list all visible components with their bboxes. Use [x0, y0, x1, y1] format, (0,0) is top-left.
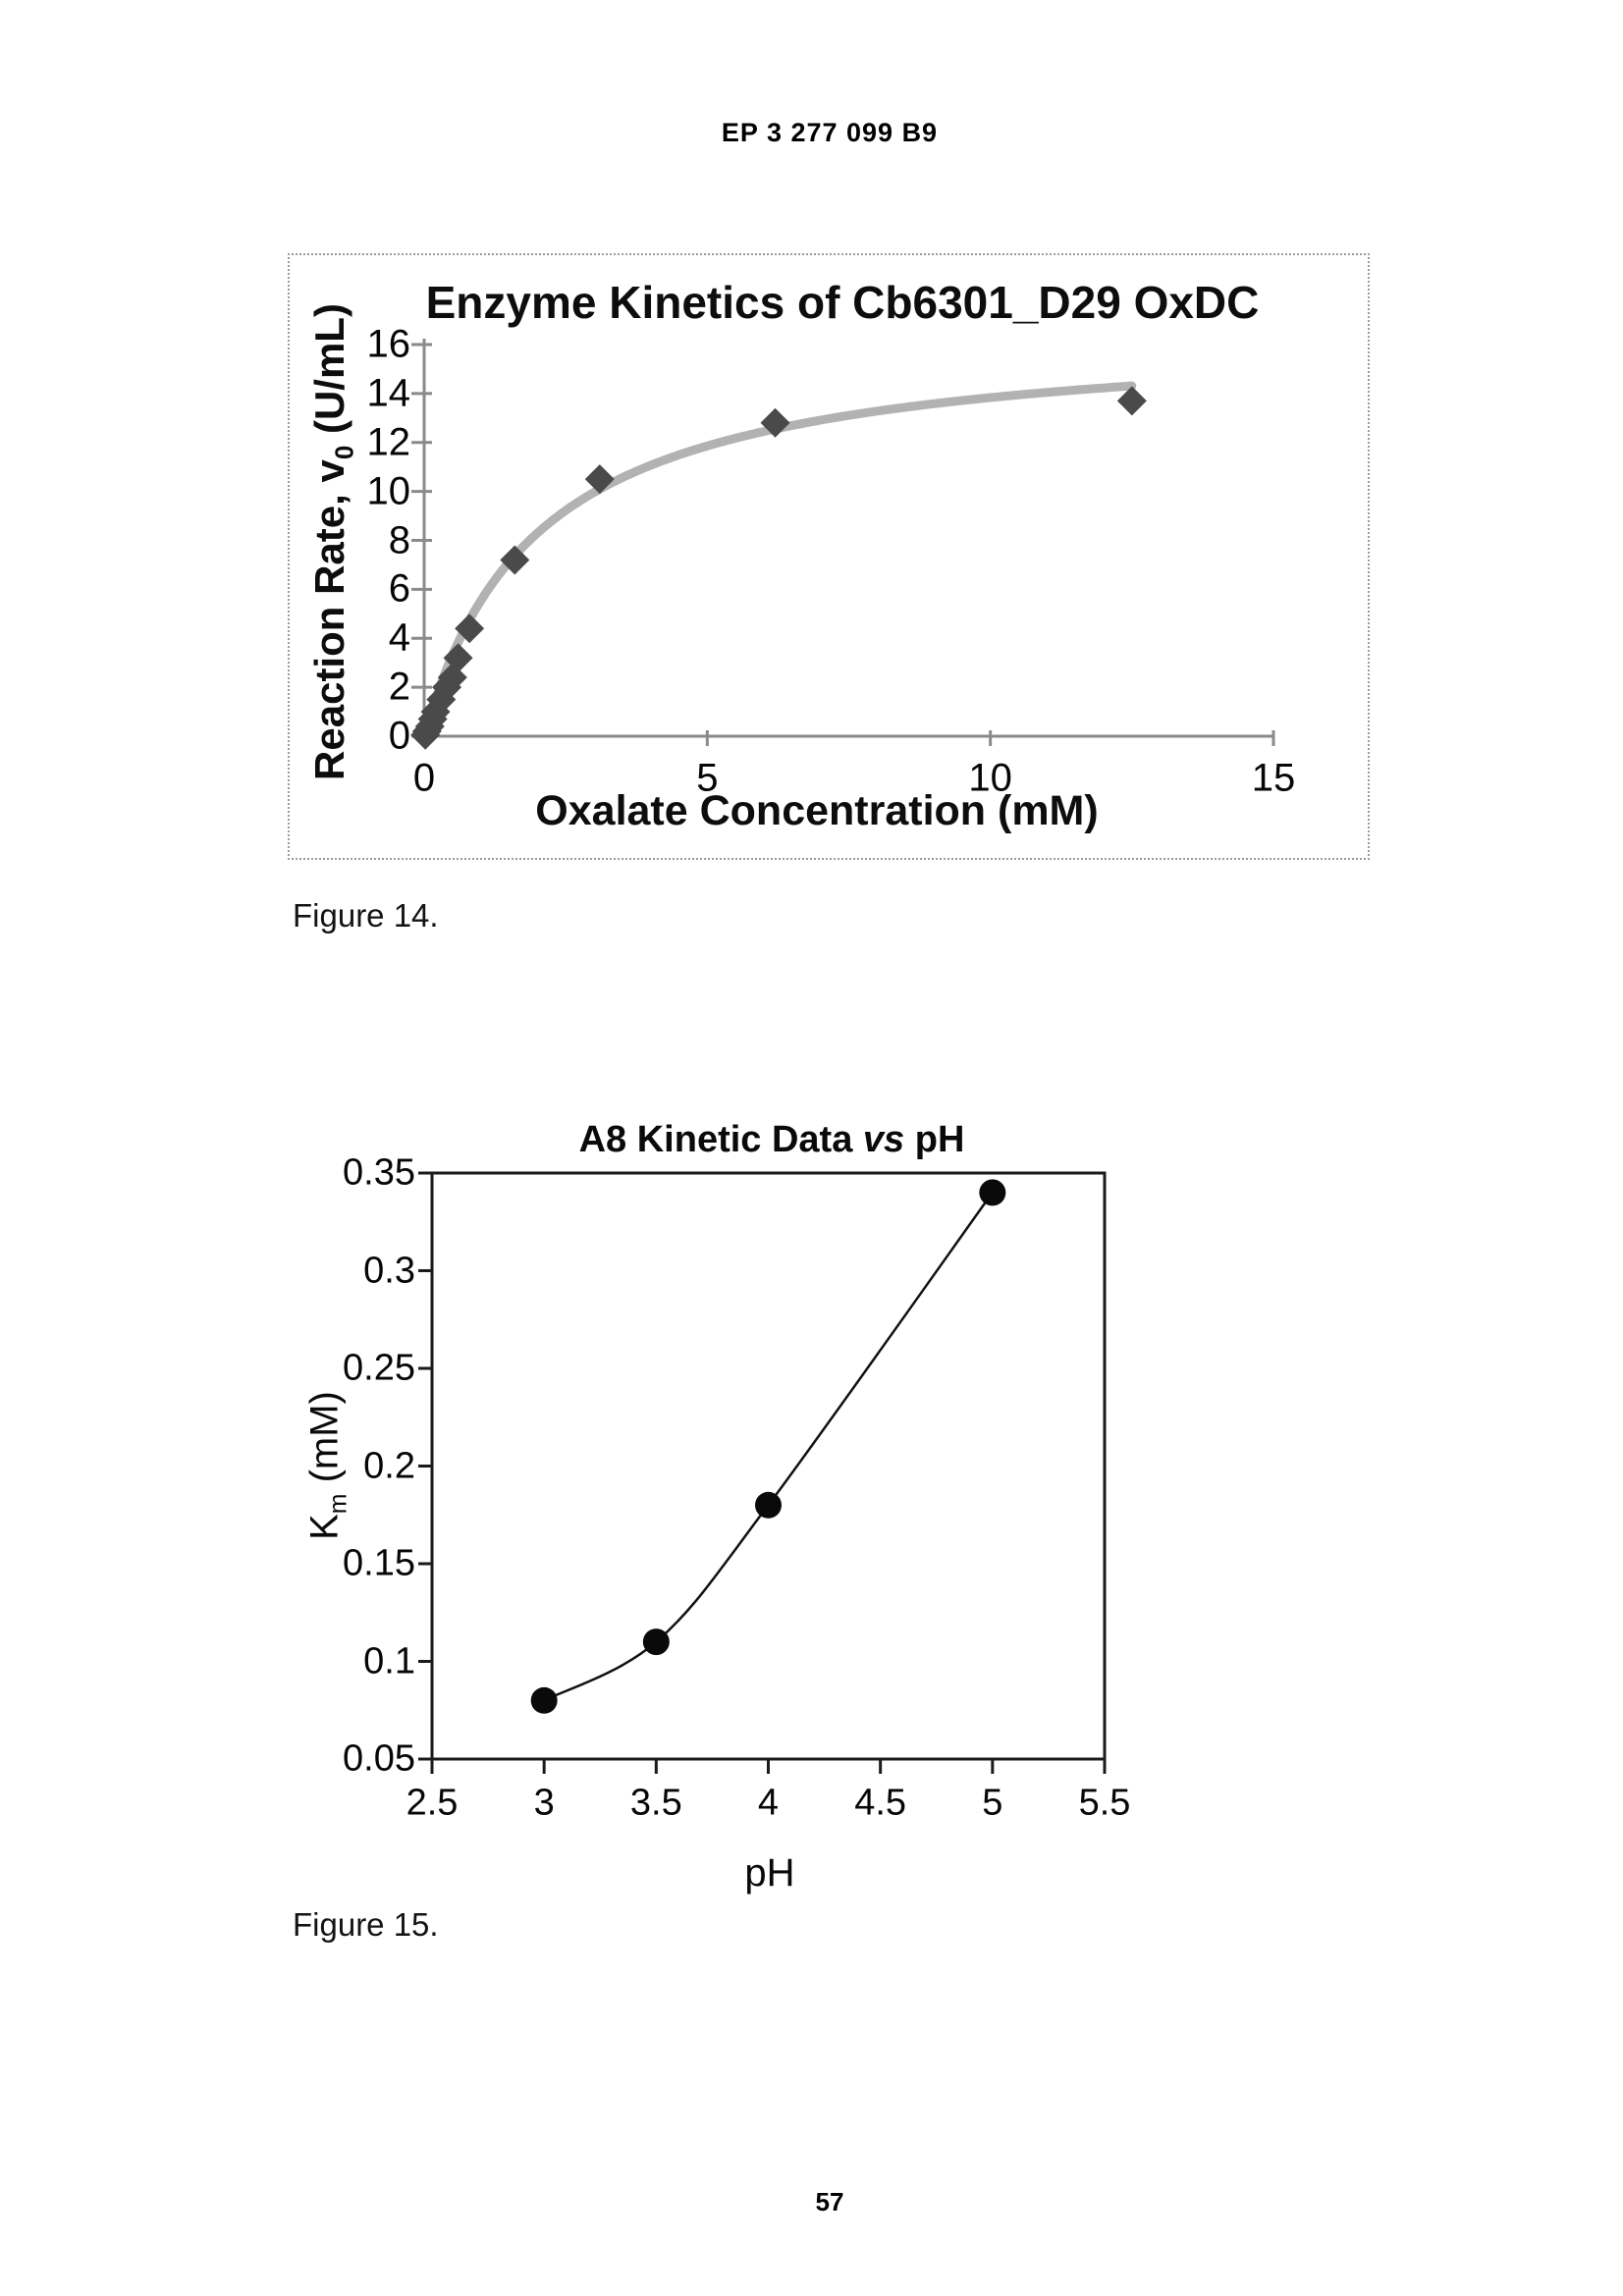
data-point-diamond: [1116, 386, 1147, 416]
tick-label: 3: [533, 1782, 555, 1824]
data-point-circle: [979, 1179, 1006, 1206]
tick-label: 6: [388, 566, 410, 611]
chart1-title: Enzyme Kinetics of Cb6301_D29 OxDC: [425, 277, 1260, 328]
chart1-y-axis-label-post: (U/mL): [306, 303, 352, 446]
data-point-circle: [530, 1686, 558, 1714]
tick-label: 5: [696, 756, 719, 800]
data-point-circle: [755, 1491, 782, 1519]
chart1-y-axis-label-pre: Reaction Rate, v: [306, 459, 352, 780]
chart1-y-axis-label-sub: 0: [329, 445, 359, 460]
chart1-y-axis-label: Reaction Rate, v0 (U/mL): [306, 303, 358, 780]
chart2-y-axis-label-post: (mM): [302, 1391, 347, 1494]
tick-label: 0.1: [363, 1640, 415, 1682]
tick-label: 15: [1251, 756, 1296, 800]
tick-label: 0.15: [343, 1542, 415, 1584]
data-point-diamond: [760, 407, 790, 438]
chart2-y-axis-label-sub: m: [325, 1493, 352, 1515]
tick-label: 0: [412, 756, 436, 800]
data-point-diamond: [455, 614, 485, 644]
tick-label: 5: [982, 1782, 1003, 1824]
tick-label: 4.5: [854, 1782, 907, 1824]
data-point-diamond: [443, 643, 473, 673]
figure14-caption: Figure 14.: [293, 897, 439, 934]
figure14-frame: [288, 253, 1370, 860]
figure15-caption: Figure 15.: [293, 1906, 439, 1943]
data-line: [543, 1192, 994, 1702]
tick-label: 4: [388, 615, 410, 660]
chart2-title: A8 Kinetic Data vs pH: [579, 1119, 965, 1161]
tick-label: 0.35: [343, 1151, 415, 1194]
page-number: 57: [815, 2187, 844, 2216]
fit-curve: [419, 381, 1137, 741]
tick-label: 16: [366, 322, 411, 366]
tick-label: 0.05: [343, 1737, 415, 1780]
chart2-y-axis-label: Km (mM): [302, 1391, 352, 1540]
data-point-circle: [642, 1629, 670, 1656]
chart1-x-axis-label: Oxalate Concentration (mM): [535, 787, 1099, 834]
chart2-title-italic: vs: [862, 1119, 905, 1160]
tick-label: 0: [388, 714, 410, 758]
tick-label: 14: [366, 371, 411, 415]
chart2-title-post: pH: [904, 1119, 965, 1160]
tick-label: 2: [388, 665, 410, 709]
chart2-x-axis-label: pH: [744, 1851, 795, 1895]
document-number: EP 3 277 099 B9: [721, 118, 939, 147]
tick-label: 12: [366, 420, 411, 464]
tick-label: 10: [968, 756, 1012, 800]
tick-label: 5.5: [1078, 1782, 1131, 1824]
tick-label: 4: [757, 1782, 780, 1824]
tick-label: 3.5: [629, 1782, 682, 1824]
data-point-diamond: [584, 464, 615, 495]
tick-label: 0.2: [363, 1445, 415, 1486]
data-point-diamond: [500, 545, 530, 575]
chart2-y-axis-label-pre: K: [302, 1514, 347, 1540]
tick-label: 8: [388, 518, 410, 561]
tick-label: 0.25: [343, 1347, 415, 1389]
tick-label: 2.5: [406, 1782, 459, 1824]
chart2-title-pre: A8 Kinetic Data: [578, 1119, 863, 1160]
tick-label: 0.3: [363, 1250, 415, 1291]
tick-label: 10: [366, 469, 411, 513]
